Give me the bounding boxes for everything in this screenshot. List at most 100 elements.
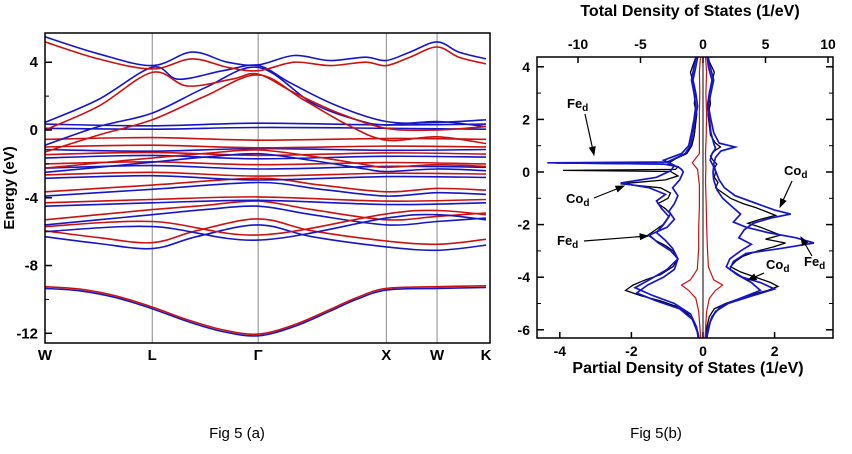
dos-curves-layer bbox=[547, 57, 815, 338]
dos-y-tick-label: 0 bbox=[522, 164, 530, 180]
dos-top-tick-label: -5 bbox=[634, 36, 647, 52]
band-curve-red bbox=[45, 71, 487, 132]
dos-y-tick-label: -4 bbox=[518, 269, 531, 285]
band-curve-red bbox=[45, 74, 487, 153]
band-curve-red bbox=[45, 285, 487, 336]
dos-curve-black bbox=[705, 57, 786, 338]
dos-curve-black bbox=[555, 57, 700, 338]
dos-top-tick-label: 5 bbox=[762, 36, 770, 52]
band-plot-frame bbox=[44, 32, 491, 344]
annotation-label: Fed bbox=[804, 254, 825, 272]
dos-bottom-tick-label: -2 bbox=[625, 343, 638, 359]
band-curve-blue bbox=[45, 154, 487, 160]
band-curve-red bbox=[45, 177, 487, 193]
annotation-arrow bbox=[583, 233, 650, 242]
band-curve-red bbox=[45, 41, 487, 72]
band-y-tick-label: -4 bbox=[25, 190, 39, 207]
annotation-fe-d-bottom-right: Fed bbox=[800, 235, 825, 272]
annotation-sub: d bbox=[572, 240, 578, 251]
dos-bottom-axis-title: Partial Density of States (1/eV) bbox=[572, 360, 803, 377]
dos-y-tick-label: 2 bbox=[522, 111, 530, 127]
annotation-text: Co bbox=[784, 163, 801, 178]
band-curve-blue bbox=[45, 199, 487, 207]
annotation-co-d-bottom: Cod bbox=[746, 257, 789, 281]
annotation-text: Co bbox=[766, 257, 783, 272]
band-y-tick-label: 4 bbox=[30, 54, 39, 71]
band-curve-blue bbox=[45, 181, 487, 197]
dos-bottom-tick-label: -4 bbox=[554, 343, 567, 359]
band-curves-layer bbox=[45, 36, 487, 337]
dos-curve-blue bbox=[706, 57, 815, 338]
band-curve-red bbox=[45, 200, 487, 221]
annotation-fe-d-mid-left: Fed bbox=[557, 233, 650, 251]
annotation-label: Cod bbox=[784, 163, 807, 181]
band-curve-red bbox=[45, 196, 487, 204]
dos-axis-ticks-layer: -10 -5 0 5 10 -4 -2 0 2 4 2 0 -2 -4 -6 bbox=[518, 36, 836, 359]
annotation-text: Fe bbox=[557, 233, 572, 248]
band-gridlines-layer bbox=[151, 33, 438, 343]
band-curve-blue bbox=[45, 147, 487, 153]
band-curve-red bbox=[45, 151, 487, 157]
dos-plot-frame bbox=[536, 56, 834, 339]
band-curve-blue bbox=[45, 213, 487, 241]
band-y-tick-label: -12 bbox=[16, 325, 38, 342]
band-x-tick-label: X bbox=[381, 347, 391, 364]
annotation-sub: d bbox=[819, 261, 825, 272]
dos-top-tick-label: -10 bbox=[568, 36, 588, 52]
annotation-sub: d bbox=[583, 198, 589, 209]
band-x-tick-label: W bbox=[430, 347, 445, 364]
dos-curve-red bbox=[704, 57, 724, 338]
annotation-arrow bbox=[746, 272, 765, 281]
dos-bottom-tick-label: 2 bbox=[771, 343, 779, 359]
dos-top-axis-title: Total Density of States (1/eV) bbox=[580, 3, 799, 20]
band-curve-blue bbox=[45, 152, 487, 174]
dos-y-tick-label: -6 bbox=[518, 322, 531, 338]
band-curve-red bbox=[45, 160, 487, 166]
annotation-label: Cod bbox=[766, 257, 789, 275]
band-curve-blue bbox=[45, 205, 487, 226]
band-x-tick-label: W bbox=[38, 347, 53, 364]
dos-y-tick-label: 4 bbox=[522, 59, 530, 75]
dos-y-tick-label: -2 bbox=[518, 217, 531, 233]
annotation-label: Cod bbox=[566, 191, 589, 209]
band-curve-red bbox=[45, 149, 487, 169]
annotation-arrow bbox=[779, 180, 793, 209]
caption-fig5b: Fig 5(b) bbox=[630, 425, 682, 442]
band-curve-blue bbox=[45, 122, 487, 127]
band-curve-blue bbox=[45, 126, 487, 131]
band-curve-red bbox=[45, 171, 487, 177]
annotation-arrow bbox=[584, 113, 596, 157]
annotation-fe-d-upper-left: Fed bbox=[567, 96, 596, 157]
band-curve-blue bbox=[45, 36, 487, 67]
caption-fig5a: Fig 5 (a) bbox=[209, 425, 265, 442]
annotation-arrow bbox=[593, 185, 626, 199]
dos-top-tick-label: 10 bbox=[820, 36, 836, 52]
annotation-co-d-right: Cod bbox=[779, 163, 807, 209]
band-curve-blue bbox=[45, 286, 487, 337]
annotation-sub: d bbox=[801, 170, 807, 181]
band-y-tick-label: -8 bbox=[25, 258, 38, 275]
annotation-arrow bbox=[800, 235, 813, 257]
band-curve-blue bbox=[45, 66, 487, 146]
annotation-text: Fe bbox=[567, 96, 582, 111]
annotation-sub: d bbox=[582, 103, 588, 114]
band-curve-blue bbox=[45, 64, 487, 124]
annotation-sub: d bbox=[783, 264, 789, 275]
annotation-text: Fe bbox=[804, 254, 819, 269]
band-x-tick-label: Γ bbox=[254, 347, 263, 364]
band-y-axis-title: Energy (eV) bbox=[1, 146, 18, 229]
annotation-text: Co bbox=[566, 191, 583, 206]
dos-curve-blue bbox=[547, 57, 700, 338]
band-y-tick-label: 0 bbox=[30, 122, 38, 139]
dos-curve-blue bbox=[705, 57, 791, 338]
dos-curve-red bbox=[680, 57, 702, 338]
annotation-co-d-left: Cod bbox=[566, 185, 626, 209]
band-curve-red bbox=[45, 209, 487, 236]
band-axis-ticks-layer: W L Γ X W K 4 0 -4 -8 -12 bbox=[16, 54, 491, 364]
annotation-label: Fed bbox=[557, 233, 578, 251]
band-curve-blue bbox=[45, 174, 487, 181]
dos-bottom-tick-label: 0 bbox=[699, 343, 707, 359]
band-curve-red bbox=[45, 144, 487, 149]
